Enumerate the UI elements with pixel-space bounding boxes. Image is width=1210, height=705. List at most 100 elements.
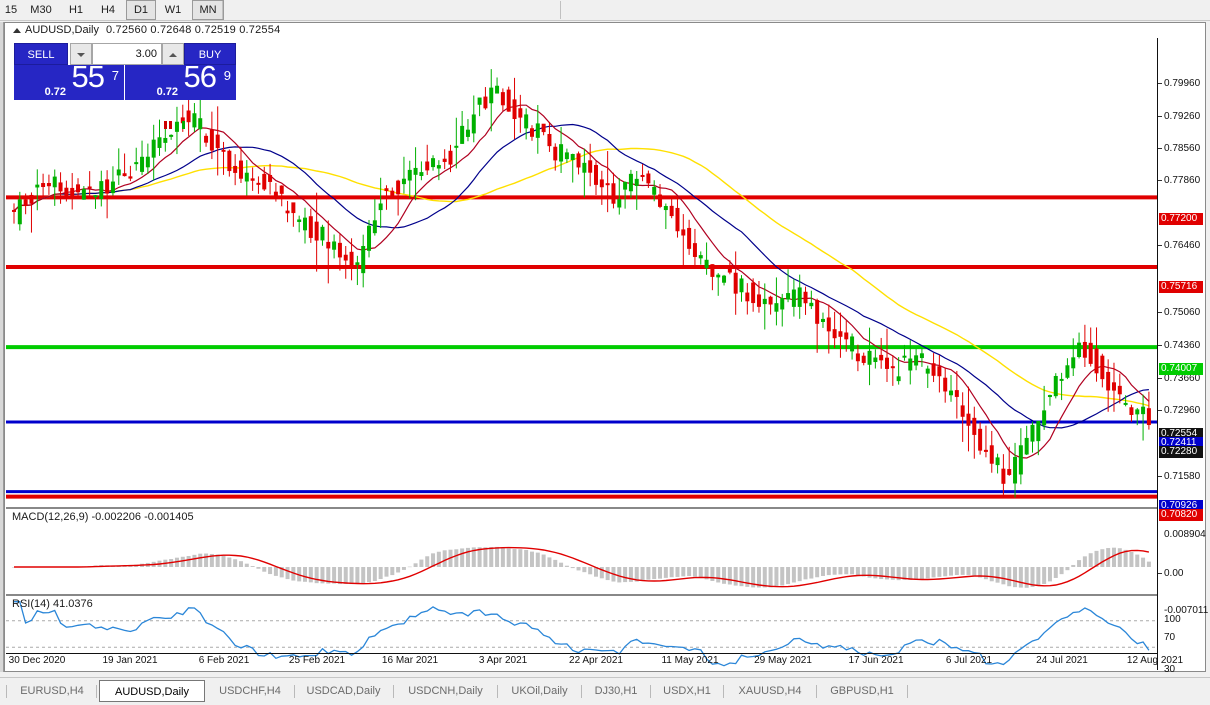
chart-tab-eurusd-h4[interactable]: EURUSD,H4 (20, 685, 84, 697)
chart-tab-gbpusd-h1[interactable]: GBPUSD,H1 (830, 685, 894, 697)
timeframe-h1[interactable]: H1 (68, 4, 84, 16)
price-tick-label: 0.79260 (1164, 111, 1201, 122)
price-tick-mark (1158, 378, 1162, 379)
tick-green (182, 121, 185, 129)
timeframe-d1[interactable]: D1 (126, 0, 156, 20)
chevron-down-icon (77, 53, 85, 57)
volume-decrease-button[interactable] (70, 43, 92, 65)
buy-price-main: 56 (183, 65, 217, 94)
rsi-scale-label: 70 (1164, 632, 1176, 643)
toolbar-separator-1 (560, 1, 561, 19)
buy-button[interactable]: BUY (184, 43, 236, 65)
buy-price-display[interactable]: 0.72 56 9 (125, 65, 236, 100)
date-tick-label: 11 May 2021 (661, 655, 719, 666)
chart-tab-ukoil-daily[interactable]: UKOil,Daily (511, 685, 568, 697)
symbol-quote-line: AUDUSD,Daily 0.72560 0.72648 0.72519 0.72… (25, 24, 280, 36)
timeframe-h4[interactable]: H4 (100, 4, 116, 16)
tab-separator (581, 685, 582, 698)
date-tick-label: 19 Jan 2021 (102, 655, 158, 666)
price-marker-ask-line[interactable]: 0.72280 (1159, 446, 1203, 458)
price-tick-label: 0.72960 (1164, 405, 1201, 416)
timeframe-w1[interactable]: W1 (164, 4, 182, 16)
chart-tab-usdchf-h4[interactable]: USDCHF,H4 (219, 685, 281, 697)
price-marker-support-green[interactable]: 0.74007 (1159, 363, 1203, 375)
rsi-scale-label: 100 (1164, 614, 1181, 625)
price-tick-label: 0.73660 (1164, 373, 1201, 384)
date-tick-label: 22 Apr 2021 (569, 655, 623, 666)
date-tick-label: 12 Aug 2021 (1126, 655, 1184, 666)
macd-scale-label: -0.007011 (1164, 605, 1209, 616)
date-axis: 30 Dec 2020 19 Jan 2021 6 Feb 2021 25 Feb 2… (6, 653, 1183, 670)
price-tick-mark (1158, 312, 1162, 313)
rsi-label: RSI(14) 41.0376 (12, 598, 93, 610)
price-tick-mark (1158, 476, 1162, 477)
sell-price-fraction: 7 (111, 68, 119, 83)
chart-tab-dj30-h1[interactable]: DJ30,H1 (594, 685, 638, 697)
macd-label: MACD(12,26,9) -0.002206 -0.001405 (12, 511, 194, 523)
macd-scale-label: 0.008904 (1164, 529, 1206, 540)
toolbar-separator-0 (222, 1, 223, 19)
date-tick-label: 25 Feb 2021 (288, 655, 346, 666)
volume-input[interactable]: 3.00 (92, 43, 162, 65)
date-tick-label: 17 Jun 2021 (848, 655, 904, 666)
chevron-up-icon (169, 53, 177, 57)
chart-canvas (6, 69, 1158, 667)
date-tick-label: 3 Apr 2021 (478, 655, 528, 666)
sell-price-main: 55 (71, 65, 105, 94)
rsi-scale-label: 30 (1164, 664, 1176, 675)
one-click-trading-panel: SELL 3.00 BUY 0.72 55 7 0.72 56 9 (14, 43, 236, 129)
macd-scale-label: 0.00 (1164, 568, 1184, 579)
tab-separator (816, 685, 817, 698)
chart-plot-area[interactable]: MACD(12,26,9) -0.002206 -0.001405 RSI(14… (6, 38, 1158, 670)
date-tick-label: 6 Feb 2021 (198, 655, 250, 666)
price-marker-resistance-1[interactable]: 0.77200 (1159, 213, 1203, 225)
timeframe-mn[interactable]: MN (192, 0, 224, 20)
chart-tab-bar: EURUSD,H4 AUDUSD,Daily USDCHF,H4 USDCAD,Dai… (0, 677, 1210, 705)
ohlc-values: 0.72560 0.72648 0.72519 0.72554 (105, 24, 281, 36)
chart-tab-usdcad-daily[interactable]: USDCAD,Daily (306, 685, 381, 697)
tab-separator (907, 685, 908, 698)
chart-header: AUDUSD,Daily 0.72560 0.72648 0.72519 0.72… (5, 23, 1205, 38)
price-tick-mark (1158, 410, 1162, 411)
tab-separator (497, 685, 498, 698)
chart-tab-usdx-h1[interactable]: USDX,H1 (663, 685, 711, 697)
chart-tab-usdcnh-daily[interactable]: USDCNH,Daily (408, 685, 483, 697)
price-tick-label: 0.76460 (1164, 240, 1201, 251)
chart-tab-audusd-daily[interactable]: AUDUSD,Daily (99, 680, 205, 702)
price-marker-resistance-2[interactable]: 0.75716 (1159, 281, 1203, 293)
price-tick-mark (1158, 180, 1162, 181)
buy-price-fraction: 9 (223, 68, 231, 83)
price-tick-mark (1158, 148, 1162, 149)
date-tick-label: 29 May 2021 (754, 655, 812, 666)
price-marker-support-red[interactable]: 0.70820 (1159, 509, 1203, 521)
price-tick-mark (1158, 245, 1162, 246)
price-tick-mark (1158, 116, 1162, 117)
sell-button[interactable]: SELL (14, 43, 68, 65)
sell-price-prefix: 0.72 (44, 86, 66, 98)
price-tick-mark (1158, 345, 1162, 346)
buy-price-prefix: 0.72 (156, 86, 178, 98)
tab-separator (393, 685, 394, 698)
chart-window: AUDUSD,Daily 0.72560 0.72648 0.72519 0.72… (4, 22, 1208, 695)
price-tick-label: 0.71580 (1164, 471, 1201, 482)
tab-separator (294, 685, 295, 698)
chart-tab-xauusd-h4[interactable]: XAUUSD,H4 (738, 685, 802, 697)
tick-red (164, 121, 167, 129)
price-tick-label: 0.77860 (1164, 175, 1201, 186)
price-tick-label: 0.79960 (1164, 78, 1201, 89)
date-tick-label: 16 Mar 2021 (381, 655, 439, 666)
timeframe-m30[interactable]: M30 (30, 4, 52, 16)
trade-controls-row: SELL 3.00 BUY (14, 43, 236, 65)
price-tick-label: 0.75060 (1164, 307, 1201, 318)
timeframe-15[interactable]: 15 (4, 4, 18, 16)
collapse-triangle-icon[interactable] (13, 28, 21, 33)
date-tick-label: 24 Jul 2021 (1036, 655, 1088, 666)
volume-increase-button[interactable] (162, 43, 184, 65)
left-scrollbar[interactable] (0, 22, 4, 672)
price-scale[interactable]: 0.79960 0.79260 0.78560 0.77860 0.76460 0.750… (1157, 38, 1208, 695)
sell-price-display[interactable]: 0.72 55 7 (14, 65, 124, 100)
price-tick-label: 0.74360 (1164, 340, 1201, 351)
macd-tick-mark (1158, 573, 1162, 574)
price-tick-mark (1158, 83, 1162, 84)
